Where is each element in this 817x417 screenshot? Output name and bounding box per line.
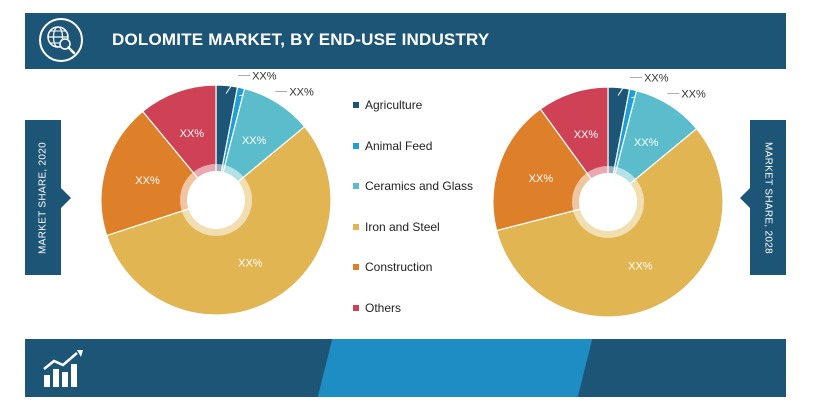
legend-swatch — [353, 223, 359, 230]
footer-accent-band — [317, 339, 593, 397]
data-label: XX% — [628, 261, 653, 273]
side-tab-2020: MARKET SHARE, 2020 — [25, 120, 61, 275]
data-label: XX% — [529, 173, 554, 185]
chart-title: DOLOMITE MARKET, BY END-USE INDUSTRY — [112, 30, 490, 49]
globe-search-icon — [39, 18, 83, 62]
tab-arrow-right — [740, 188, 750, 208]
legend-swatch — [353, 183, 359, 189]
tab-arrow-left — [61, 188, 71, 208]
legend-item-iron-and-steel: Iron and Steel — [353, 219, 440, 235]
data-label: XX% — [574, 129, 599, 141]
data-label: XX% — [634, 137, 659, 149]
legend-item-construction: Construction — [353, 259, 432, 275]
legend-item-animal-feed: Animal Feed — [353, 138, 432, 154]
data-label: XX% — [238, 257, 263, 269]
data-label: XX% — [252, 70, 277, 82]
legend-label: Construction — [365, 260, 433, 274]
legend-label: Agriculture — [365, 98, 423, 112]
growth-bar-chart-icon — [43, 350, 83, 387]
legend-label: Others — [365, 300, 402, 315]
data-label: XX% — [242, 135, 267, 147]
donut-hole — [579, 173, 637, 231]
legend-swatch — [353, 264, 359, 270]
data-label: XX% — [135, 175, 160, 187]
data-label: XX% — [681, 89, 706, 101]
legend-swatch — [353, 142, 359, 149]
side-tab-2028: MARKET SHARE, 2028 — [750, 120, 786, 275]
header-bar: DOLOMITE MARKET, BY END-USE INDUSTRY — [25, 13, 786, 69]
donut-hole — [187, 171, 245, 229]
legend-swatch — [353, 102, 359, 108]
data-label: XX% — [644, 72, 669, 84]
data-label: XX% — [289, 87, 314, 99]
legend-item-agriculture: Agriculture — [353, 97, 422, 113]
legend-item-ceramics-and-glass: Ceramics and Glass — [353, 178, 473, 194]
legend-label: Animal Feed — [365, 138, 433, 153]
legend-label: Iron and Steel — [365, 219, 440, 234]
legend-swatch — [353, 304, 359, 311]
data-label: XX% — [180, 128, 205, 140]
legend-item-others: Others — [353, 300, 401, 316]
legend-label: Ceramics and Glass — [365, 179, 474, 193]
footer-bar — [25, 339, 786, 397]
